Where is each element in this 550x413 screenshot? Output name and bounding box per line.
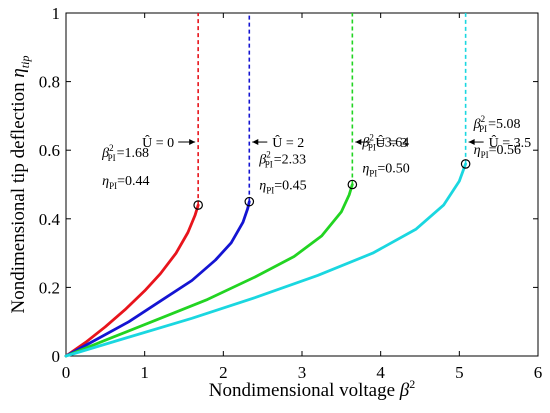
y-tick-label: 0 [52,347,61,366]
pull-in-beta-label: β2 PI=1.68 [101,143,149,163]
pull-in-beta-label: β2 PI=2.33 [258,150,306,170]
pull-in-point [460,159,471,169]
axis-ticks: 0 1 2 3 4 5 6 0 0.2 0.4 0.6 0.8 1 [39,4,543,382]
x-tick-label: 6 [534,363,543,382]
pull-in-point [244,196,255,207]
annotation-layer: Û = 0 Û = 2 Û = 3 Û = 3.5 β2 PI=1.68 ηPI=0.44 β… [101,114,531,196]
y-tick-label: 0.2 [39,278,60,297]
x-tick-label: 4 [376,363,385,382]
pull-in-beta-label: β2 PI=3.64 [361,133,409,153]
x-axis-label: Nondimensional voltage β2 [209,377,416,401]
y-tick-label: 0.8 [39,73,60,92]
x-tick-label: 1 [140,363,149,382]
y-tick-label: 0.4 [39,210,61,229]
pull-in-point [347,179,358,190]
annotation-arrowhead [252,139,259,146]
x-tick-label: 2 [219,363,228,382]
pull-in-eta-label: ηPI=0.44 [102,174,149,191]
axis-labels: Nondimensional voltage β2 Nondimensional … [8,56,415,401]
annotation-arrowhead [355,139,362,146]
annotation-label: Û = 0 [142,134,174,151]
annotation-label: Û = 2 [272,134,304,151]
annotation-arrowhead [468,139,475,146]
pull-in-beta-label: β2 PI=5.08 [473,114,521,134]
y-tick-label: 0.6 [39,141,60,160]
annotation-label: Û = 3 [375,134,407,151]
pull-in-point [193,200,203,210]
series-line [64,200,251,358]
series-line [64,203,200,358]
y-axis-label: Nondimensional tip deflection ηtip [8,56,32,314]
x-tick-label: 3 [298,363,307,382]
y-tick-label: 1 [52,4,61,23]
pull-in-eta-label: ηPI=0.50 [362,162,409,179]
pull-in-eta-label: ηPI=0.45 [259,179,306,196]
series-line [64,162,467,358]
series-layer [64,13,471,358]
x-tick-label: 0 [62,363,71,382]
series-line [64,183,354,358]
pull-in-eta-label: ηPI=0.56 [474,143,521,160]
x-tick-label: 5 [455,363,464,382]
annotation-label: Û = 3.5 [489,134,532,151]
annotation-arrowhead [189,139,196,146]
